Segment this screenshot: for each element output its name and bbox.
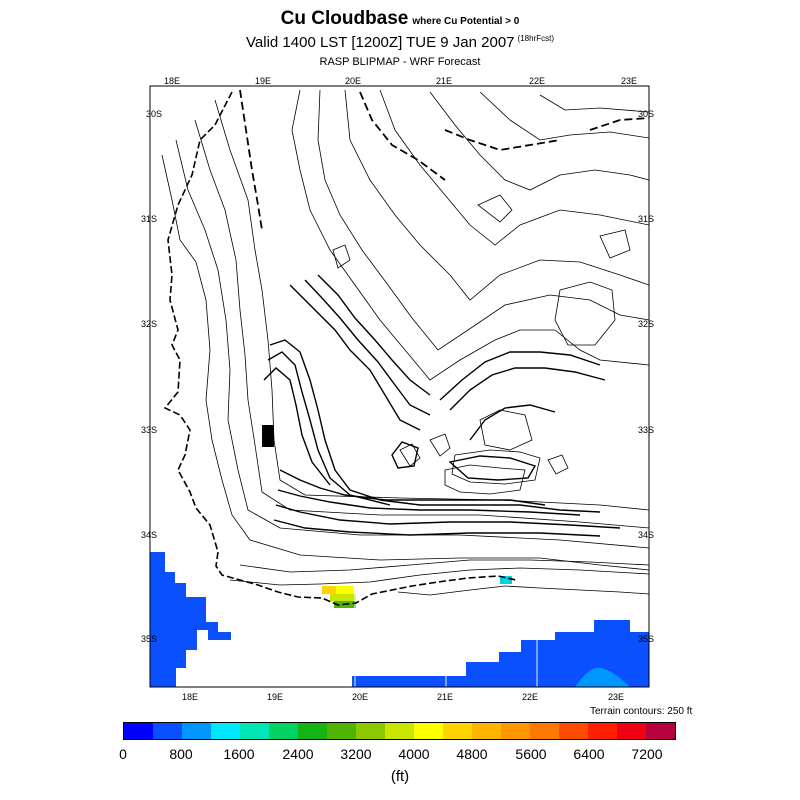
right-lat-label-32s: 32S (638, 319, 654, 329)
steep-terrain-block (262, 425, 274, 447)
bottom-lon-label-20e: 20E (352, 692, 368, 702)
forecast-hours: (18hrFcst) (517, 34, 554, 43)
top-lon-label-18e: 18E (164, 76, 180, 86)
colorbar-tick-7200: 7200 (631, 746, 663, 762)
colorbar-swatch (559, 723, 588, 739)
cloudbase-colorbar (123, 722, 676, 740)
colorbar-swatch (124, 723, 153, 739)
colorbar-swatch (298, 723, 327, 739)
bottom-lon-label-23e: 23E (608, 692, 624, 702)
colorbar-swatch (501, 723, 530, 739)
top-longitude-labels: 18E 19E 20E 21E 22E 23E (164, 76, 637, 86)
west-ocean-fill (150, 552, 231, 687)
right-lat-label-34s: 34S (638, 530, 654, 540)
ocean-fills (150, 552, 649, 687)
left-lat-label-33s: 33S (141, 425, 157, 435)
cloudbase-cell-yellow-1 (322, 586, 336, 594)
cloudbase-cell-lime (330, 594, 356, 601)
colorbar-tick-0: 0 (119, 746, 127, 762)
colorbar-swatch (269, 723, 298, 739)
colorbar-swatch (327, 723, 356, 739)
bottom-lon-label-21e: 21E (437, 692, 453, 702)
colorbar-swatch (211, 723, 240, 739)
left-lat-label-35s: 35S (141, 634, 157, 644)
colorbar-tick-6400: 6400 (573, 746, 605, 762)
right-lat-label-33s: 33S (638, 425, 654, 435)
colorbar-swatch (356, 723, 385, 739)
top-lon-label-23e: 23E (621, 76, 637, 86)
map-background (150, 86, 649, 687)
colorbar-swatch (617, 723, 646, 739)
top-lon-label-19e: 19E (255, 76, 271, 86)
left-lat-label-32s: 32S (141, 319, 157, 329)
map-layers (150, 86, 649, 687)
bottom-longitude-labels: 18E 19E 20E 21E 22E 23E (182, 692, 624, 702)
top-lon-label-20e: 20E (345, 76, 361, 86)
terrain-contours-note: Terrain contours: 250 ft (590, 706, 693, 717)
colorbar-unit: (ft) (390, 768, 410, 785)
colorbar-swatch (646, 723, 675, 739)
colorbar-tick-4800: 4800 (456, 746, 488, 762)
left-lat-label-34s: 34S (141, 530, 157, 540)
right-latitude-labels: 30S 31S 32S 33S 34S 35S (638, 109, 654, 644)
model-name: RASP BLIPMAP - WRF Forecast (319, 56, 481, 68)
bottom-lon-label-19e: 19E (267, 692, 283, 702)
colorbar-tick-800: 800 (169, 746, 193, 762)
south-deep-fill (575, 667, 630, 687)
valid-time: Valid 1400 LST [1200Z] TUE 9 Jan 2007 (18… (0, 34, 800, 51)
left-latitude-labels: 30S 31S 32S 33S 34S 35S (141, 109, 162, 644)
valid-time-text: Valid 1400 LST [1200Z] TUE 9 Jan 2007 (246, 34, 515, 51)
map-title: Cu Cloudbase where Cu Potential > 0 (0, 8, 800, 30)
colorbar-tick-4000: 4000 (398, 746, 430, 762)
left-lat-label-31s: 31S (141, 214, 157, 224)
mountain-contours (263, 274, 621, 537)
colorbar-swatch (472, 723, 501, 739)
colorbar-tick-1600: 1600 (223, 746, 255, 762)
south-ocean-fill (352, 620, 649, 687)
coast-cyan-cell (500, 576, 512, 584)
right-lat-label-31s: 31S (638, 214, 654, 224)
colorbar-swatch (385, 723, 414, 739)
colorbar-tick-5600: 5600 (515, 746, 547, 762)
title-main: Cu Cloudbase (280, 8, 409, 29)
colorbar-swatch (530, 723, 559, 739)
bottom-lon-label-22e: 22E (522, 692, 538, 702)
top-lon-label-21e: 21E (436, 76, 452, 86)
colorbar-tick-labels: 0 800 1600 2400 3200 4000 4800 5600 6400 7200 (0, 746, 800, 766)
left-lat-label-30s: 30S (146, 109, 162, 119)
right-lat-label-35s: 35S (638, 634, 654, 644)
right-lat-label-30s: 30S (638, 109, 654, 119)
colorbar-swatch (182, 723, 211, 739)
colorbar-swatch (443, 723, 472, 739)
colorbar-swatch (240, 723, 269, 739)
colorbar-swatch (588, 723, 617, 739)
coastline (163, 91, 517, 606)
colorbar-tick-3200: 3200 (340, 746, 372, 762)
colorbar-tick-2400: 2400 (282, 746, 314, 762)
map-frame (149, 85, 650, 688)
colorbar-swatch (414, 723, 443, 739)
colorbar-swatch (153, 723, 182, 739)
bottom-lon-label-18e: 18E (182, 692, 198, 702)
bold-dashed-contours (239, 89, 649, 231)
cloudbase-cell-yellow-2 (336, 586, 354, 594)
title-qualifier: where Cu Potential > 0 (412, 16, 520, 27)
top-lon-label-22e: 22E (529, 76, 545, 86)
